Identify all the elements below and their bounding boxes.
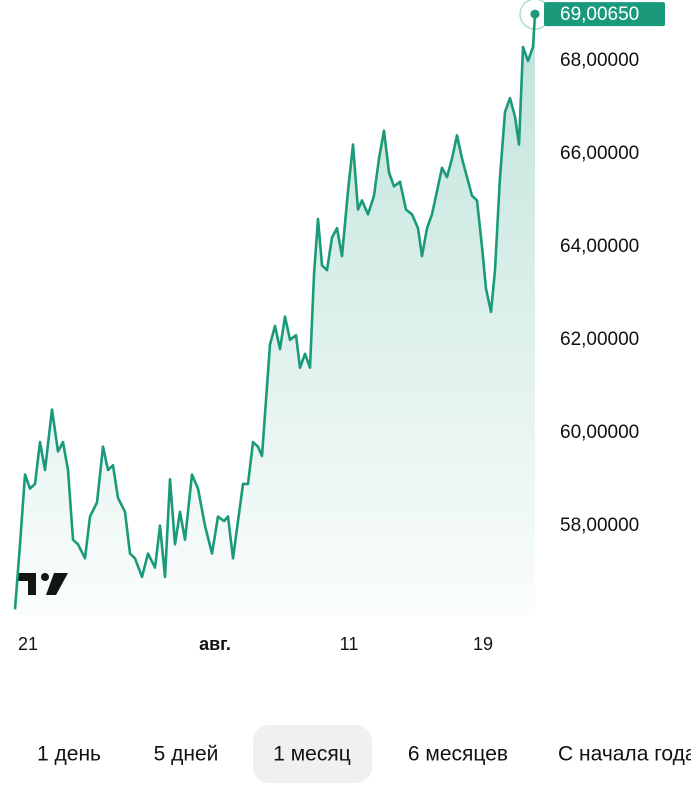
x-tick-label: 21: [18, 634, 38, 654]
period-tab[interactable]: С начала года: [558, 743, 691, 766]
last-price-box: [544, 2, 665, 27]
price-line: [13, 14, 537, 610]
y-tick-label: 58,00000: [560, 515, 639, 536]
x-tick-label: авг.: [199, 634, 231, 654]
active-tab-bg: [253, 725, 372, 783]
y-tick-label: 66,00000: [560, 143, 639, 164]
y-tick-label: 62,00000: [560, 329, 639, 350]
period-tab[interactable]: 1 день: [37, 743, 101, 766]
area-fill: [15, 14, 535, 616]
period-tab[interactable]: 1 месяц: [273, 743, 351, 766]
y-tick-label: 64,00000: [560, 236, 639, 257]
last-price-label: 69,00650: [560, 4, 639, 25]
x-tick-label: 19: [473, 634, 493, 654]
y-tick-label: 68,00000: [560, 50, 639, 71]
period-tab[interactable]: 5 дней: [154, 743, 219, 766]
x-tick-label: 11: [340, 634, 359, 654]
last-point: [530, 9, 540, 19]
y-tick-label: 60,00000: [560, 422, 639, 443]
period-tab[interactable]: 6 месяцев: [408, 743, 508, 766]
